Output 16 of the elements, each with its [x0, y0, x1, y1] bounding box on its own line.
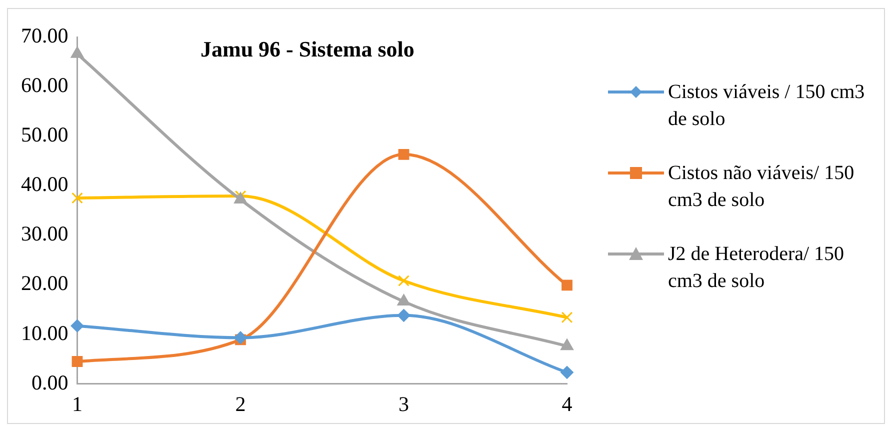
y-tick-label: 60.00: [21, 73, 68, 98]
legend-label: Cistos não viáveis/ 150 cm3 de solo: [668, 162, 854, 211]
x-tick-label: 1: [72, 392, 82, 416]
x-tick-label: 4: [562, 392, 573, 416]
legend-label: Cistos viáveis / 150 cm3 de solo: [668, 81, 865, 130]
x-tick-label: 3: [398, 392, 409, 416]
y-tick-label: 40.00: [21, 172, 68, 196]
y-tick-label: 0.00: [32, 370, 68, 394]
y-tick-label: 30.00: [21, 222, 68, 246]
legend-label: J2 de Heterodera/ 150 cm3 de solo: [668, 243, 844, 292]
y-tick-label: 10.00: [21, 320, 68, 345]
y-tick-label: 20.00: [21, 271, 68, 296]
y-tick-label: 50.00: [21, 122, 68, 147]
chart-title: Jamu 96 - Sistema solo: [200, 36, 414, 62]
x-tick-label: 2: [235, 392, 246, 416]
y-tick-label: 70.00: [21, 24, 68, 48]
